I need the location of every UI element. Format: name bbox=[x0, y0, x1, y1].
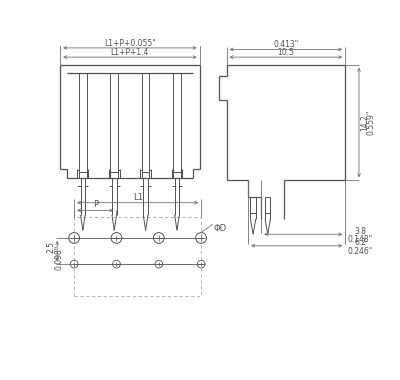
Text: 3.8: 3.8 bbox=[354, 226, 366, 236]
Text: 0.148": 0.148" bbox=[348, 235, 373, 244]
Text: 0.559": 0.559" bbox=[367, 110, 376, 135]
Text: 2.5: 2.5 bbox=[46, 241, 56, 253]
Text: 0.246": 0.246" bbox=[348, 247, 373, 256]
Text: P: P bbox=[93, 201, 98, 209]
Text: 0.098": 0.098" bbox=[54, 245, 63, 270]
Bar bbox=[74, 217, 201, 296]
Text: 6.2: 6.2 bbox=[354, 238, 366, 247]
Text: L1+P+1.4: L1+P+1.4 bbox=[111, 48, 149, 57]
Text: 0.413": 0.413" bbox=[273, 40, 298, 49]
Text: L1+P+0.055": L1+P+0.055" bbox=[104, 39, 156, 48]
Text: 14.2: 14.2 bbox=[360, 114, 369, 131]
Text: ΦD: ΦD bbox=[214, 223, 227, 233]
Text: 10.5: 10.5 bbox=[278, 48, 294, 57]
Text: L1: L1 bbox=[133, 193, 142, 202]
